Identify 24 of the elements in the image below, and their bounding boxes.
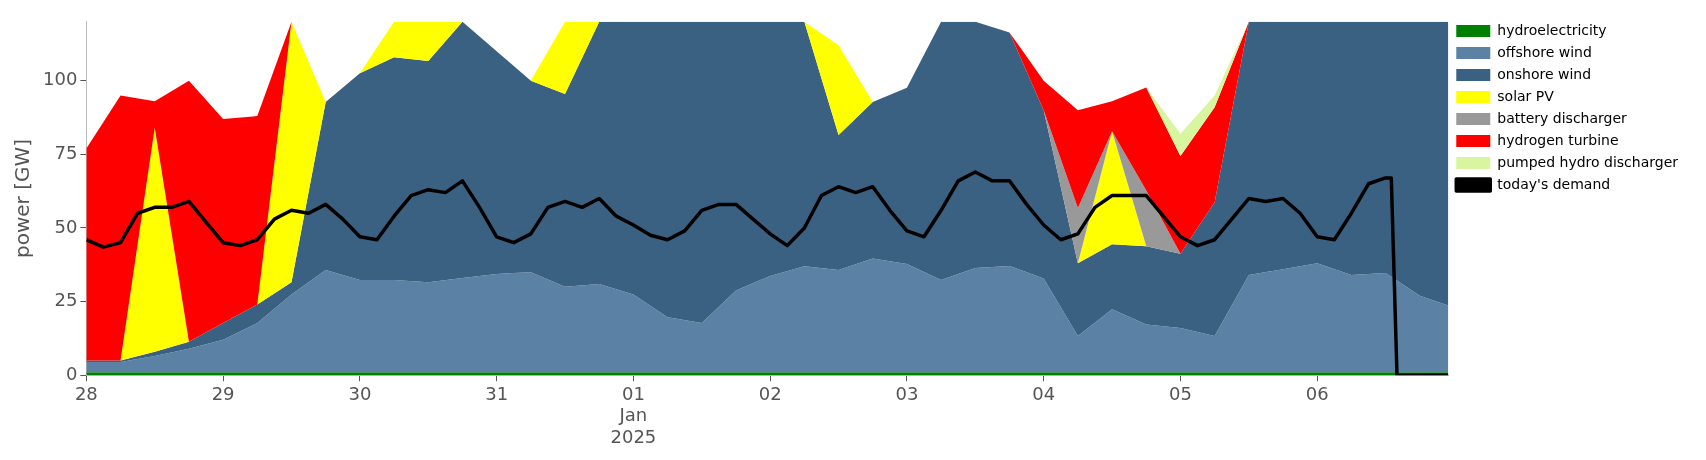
x-tick-label: 04: [1032, 382, 1056, 404]
legend-label: hydrogen turbine: [1497, 131, 1619, 148]
x-tick-label: 05: [1168, 382, 1192, 404]
legend-label: hydroelectricity: [1497, 21, 1607, 38]
x-tick-label: 03: [895, 382, 919, 404]
y-tick-label: 0: [65, 362, 78, 384]
x-tick-label: 29: [211, 382, 235, 404]
x-tick-label: 06: [1305, 382, 1329, 404]
y-tick-label: 25: [54, 289, 78, 311]
y-tick-label: 100: [43, 68, 78, 90]
y-axis-title: power [GW]: [10, 138, 35, 259]
x-tick-label: 30: [348, 382, 372, 404]
y-tick-label: 75: [54, 142, 78, 163]
x-tick-label: 01 Jan 2025: [610, 382, 657, 447]
legend-label: solar PV: [1497, 87, 1555, 104]
x-tick-label: 31: [485, 382, 509, 404]
legend-label: onshore wind: [1497, 65, 1592, 82]
legend-label: offshore wind: [1497, 43, 1592, 60]
legend-label: pumped hydro discharger: [1497, 153, 1679, 170]
legend-label: battery discharger: [1497, 109, 1628, 126]
y-tick-label: 50: [54, 215, 78, 237]
legend-label: today's demand: [1497, 175, 1611, 192]
x-tick-label: 28: [74, 382, 98, 404]
x-tick-label: 02: [758, 382, 782, 404]
